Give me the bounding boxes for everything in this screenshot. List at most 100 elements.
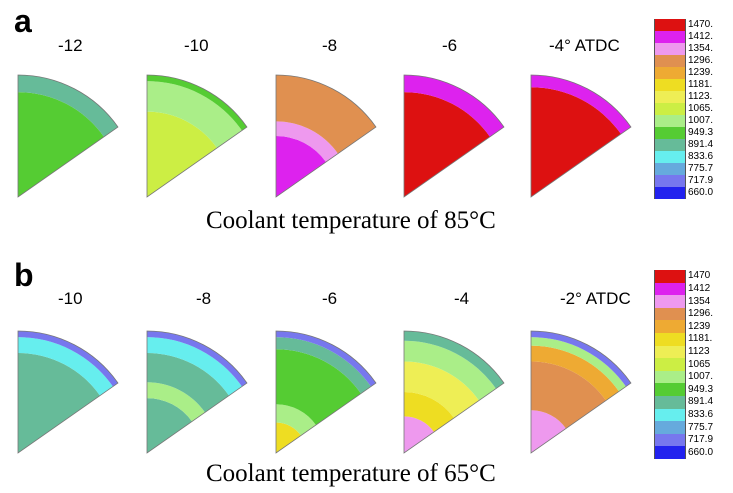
legend-label: 1354 bbox=[688, 295, 711, 307]
legend-swatch bbox=[654, 187, 686, 199]
legend-swatch bbox=[654, 295, 686, 308]
legend-label: 833.6 bbox=[688, 408, 714, 420]
legend-swatch bbox=[654, 282, 686, 296]
legend-label: 1181. bbox=[688, 333, 713, 345]
temperature-zone bbox=[531, 410, 566, 453]
temperature-zone bbox=[404, 416, 434, 453]
legend-label: 775.7 bbox=[688, 421, 714, 433]
crank-angle-label: -8 bbox=[196, 289, 212, 308]
legend-swatch bbox=[654, 307, 686, 321]
temperature-zone bbox=[404, 340, 496, 401]
crank-angle-label: -2° ATDC bbox=[560, 289, 631, 308]
legend-label: 1239. bbox=[688, 67, 714, 78]
temperature-zone bbox=[404, 331, 504, 389]
temperature-zone bbox=[147, 382, 205, 422]
crank-angle-label: -10 bbox=[58, 289, 83, 308]
legend-swatch bbox=[654, 320, 686, 333]
legend-swatch bbox=[654, 67, 686, 79]
legend-swatch bbox=[654, 421, 686, 434]
color-legend-a: 1470. 1412. 1354. 1296. 1239. 1181. 1123. 1065.… bbox=[654, 19, 730, 199]
legend-swatch bbox=[654, 175, 686, 187]
legend-swatch bbox=[654, 127, 686, 139]
legend-swatch bbox=[654, 333, 686, 346]
temperature-zone bbox=[18, 92, 104, 197]
crank-angle-label: -4 bbox=[454, 289, 470, 308]
legend-label: 1123 bbox=[688, 345, 710, 357]
temperature-zone bbox=[147, 81, 242, 149]
legend-label: 1181. bbox=[688, 79, 713, 90]
legend-swatch bbox=[654, 91, 686, 103]
temperature-zone bbox=[404, 75, 504, 137]
temperature-zone bbox=[276, 337, 371, 394]
temperature-zone bbox=[531, 361, 606, 429]
legend-label: 949.3 bbox=[688, 127, 714, 138]
panel-caption: Coolant temperature of 65°C bbox=[206, 460, 496, 487]
legend-label: 833.6 bbox=[688, 151, 714, 162]
legend-label: 1296. bbox=[688, 308, 714, 320]
legend-swatch bbox=[654, 345, 686, 359]
sector-outline bbox=[146, 74, 248, 198]
legend-swatch bbox=[654, 358, 686, 371]
temperature-zone bbox=[404, 392, 454, 433]
legend-swatch bbox=[654, 151, 686, 163]
legend-label: 1296. bbox=[688, 55, 714, 66]
legend-label: 949.3 bbox=[688, 383, 714, 395]
legend-swatch bbox=[654, 396, 686, 409]
crank-angle-label: -12 bbox=[58, 36, 83, 55]
panel-label-b: b bbox=[14, 257, 34, 293]
temperature-zone bbox=[276, 136, 326, 197]
temperature-zone bbox=[404, 92, 490, 197]
crank-angle-label: -6 bbox=[322, 289, 338, 308]
legend-swatch bbox=[654, 163, 686, 175]
legend-label: 1007. bbox=[688, 371, 714, 383]
sector-outline bbox=[275, 74, 377, 198]
legend-label: 1239 bbox=[688, 320, 711, 332]
temperature-zone bbox=[18, 337, 113, 396]
legend-swatch bbox=[654, 103, 686, 115]
temperature-zone bbox=[276, 75, 376, 154]
temperature-zone bbox=[276, 349, 361, 426]
sector-outline bbox=[403, 74, 505, 198]
legend-label: 1470 bbox=[688, 270, 711, 282]
legend-label: 1354. bbox=[688, 43, 714, 54]
sector-outline bbox=[146, 330, 248, 454]
panel-caption: Coolant temperature of 85°C bbox=[206, 207, 496, 234]
legend-label: 1412. bbox=[688, 31, 714, 42]
temperature-zone bbox=[276, 404, 316, 436]
legend-label: 775.7 bbox=[688, 163, 714, 174]
legend-label: 1470. bbox=[688, 19, 714, 30]
legend-label: 1412 bbox=[688, 282, 711, 294]
panel-label-a: a bbox=[14, 3, 32, 39]
legend-swatch bbox=[654, 139, 686, 151]
temperature-zone bbox=[147, 352, 229, 413]
legend-label: 660.0 bbox=[688, 446, 714, 458]
legend-label: 717.9 bbox=[688, 175, 714, 186]
sector-outline bbox=[17, 330, 119, 454]
legend-label: 660.0 bbox=[688, 187, 714, 198]
sector-outline bbox=[17, 74, 119, 198]
legend-swatch bbox=[654, 433, 686, 447]
sector-outline bbox=[530, 74, 632, 198]
temperature-zone bbox=[147, 398, 192, 453]
temperature-zone bbox=[18, 75, 118, 137]
legend-swatch bbox=[654, 43, 686, 55]
legend-swatch bbox=[654, 446, 686, 459]
temperature-zone bbox=[147, 111, 217, 197]
legend-label: 1065 bbox=[688, 358, 711, 370]
crank-angle-label: -4° ATDC bbox=[549, 36, 620, 55]
legend-swatch bbox=[654, 19, 686, 31]
legend-label: 1123. bbox=[688, 91, 713, 102]
legend-swatch bbox=[654, 115, 686, 127]
legend-label: 717.9 bbox=[688, 434, 714, 446]
legend-swatch bbox=[654, 79, 686, 91]
temperature-zone bbox=[404, 361, 479, 419]
legend-swatch bbox=[654, 270, 686, 283]
legend-swatch bbox=[654, 55, 686, 67]
temperature-zone bbox=[276, 121, 338, 163]
temperature-zone bbox=[531, 87, 621, 197]
crank-angle-label: -10 bbox=[184, 36, 209, 55]
temperature-zone bbox=[276, 422, 301, 453]
legend-swatch bbox=[654, 383, 686, 396]
legend-label: 1065. bbox=[688, 103, 714, 114]
